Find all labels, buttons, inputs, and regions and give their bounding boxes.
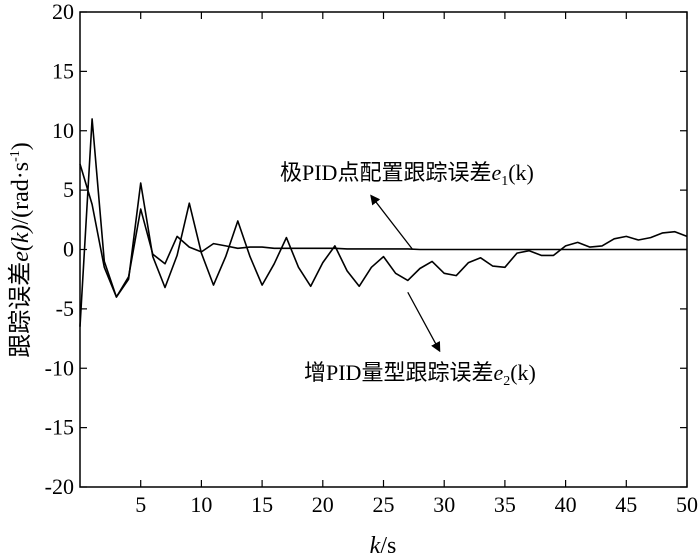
y-axis-close: ) — [8, 142, 34, 150]
x-axis-unit: /s — [380, 533, 396, 559]
series-2-label-sub: 2 — [503, 374, 510, 389]
series-2-label-var: e — [493, 360, 503, 385]
y-tick-label: 20 — [52, 0, 74, 24]
x-axis-title: k/s — [370, 533, 397, 559]
series-2-label-suffix: (k) — [510, 360, 536, 385]
series-1-label-suffix: (k) — [508, 160, 534, 185]
series-1-label-prefix: 极PID点配置跟踪误差 — [280, 160, 491, 185]
y-tick-label: -15 — [45, 415, 74, 440]
x-tick-label: 15 — [251, 492, 273, 517]
annotation-group — [370, 194, 441, 353]
y-tick-label: 0 — [63, 237, 74, 262]
x-tick-label: 25 — [373, 492, 395, 517]
series-2-line — [79, 118, 688, 327]
x-tick-label: 30 — [433, 492, 455, 517]
y-axis-title: 跟踪误差e(k)/(rad·s-1) — [7, 142, 34, 358]
series-1-label-var: e — [491, 160, 501, 185]
y-tick-label: 5 — [63, 177, 74, 202]
series-1-label-sub: 1 — [501, 174, 508, 189]
y-tick-label: -20 — [45, 474, 74, 499]
y-axis-prefix: 跟踪误差 — [7, 262, 34, 358]
x-tick-label: 10 — [190, 492, 212, 517]
y-axis-exp: -1 — [8, 150, 23, 162]
x-tick-label: 20 — [312, 492, 334, 517]
y-tick-label: 10 — [52, 118, 74, 143]
series-2-arrow — [407, 291, 441, 353]
x-tick-label: 45 — [615, 492, 637, 517]
y-tick-label: -5 — [56, 296, 74, 321]
x-axis-var: k — [370, 533, 381, 559]
series-2-label-prefix: 增PID量型跟踪误差 — [304, 360, 493, 385]
series-group — [79, 118, 688, 327]
y-axis-var: e(k) — [8, 225, 34, 262]
x-tick-label: 40 — [555, 492, 577, 517]
y-tick-label: 15 — [52, 58, 74, 83]
series-1-arrow — [370, 194, 414, 250]
y-tick-label: -10 — [45, 355, 74, 380]
x-tick-label: 50 — [676, 492, 698, 517]
y-axis-unit: /(rad·s — [8, 162, 34, 225]
x-tick-label: 5 — [135, 492, 146, 517]
x-tick-label: 35 — [494, 492, 516, 517]
series-2-label: 增PID量型跟踪误差e2(k) — [304, 360, 536, 389]
tick-group: 5 10 15 20 25 30 35 40 45 50 -20 -15 -10 -5 0 5 10 15 20 — [45, 0, 698, 517]
series-1-label: 极PID点配置跟踪误差e1(k) — [280, 160, 534, 189]
